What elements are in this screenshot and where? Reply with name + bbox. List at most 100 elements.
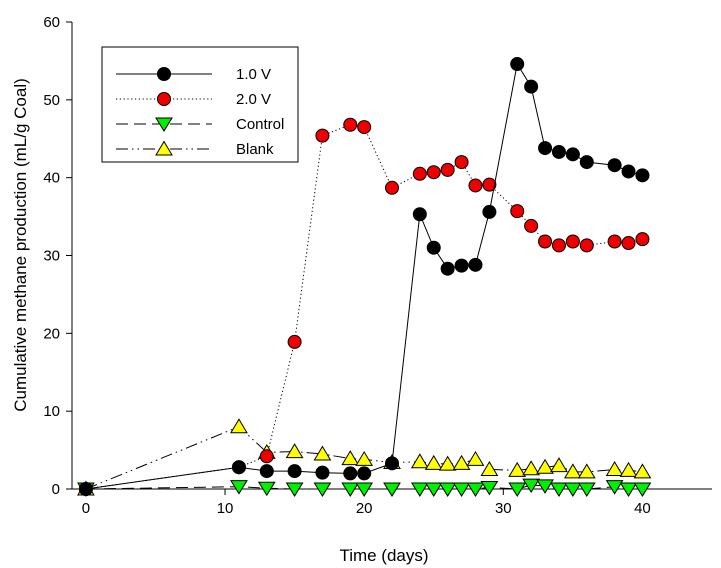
- data-point-control: [633, 482, 652, 497]
- data-point-2-0-v: [524, 218, 539, 233]
- data-point-blank: [341, 450, 360, 466]
- legend-box: [101, 46, 299, 163]
- data-point-control: [383, 482, 401, 497]
- data-point-control: [355, 482, 374, 497]
- data-point-1-0-v: [468, 257, 483, 272]
- data-point-1-0-v: [259, 464, 274, 479]
- data-point-1-0-v: [635, 168, 650, 183]
- data-point-blank: [424, 454, 443, 470]
- series-2-0-v: [78, 117, 650, 496]
- data-point-1-0-v: [538, 141, 553, 156]
- data-point-1-0-v: [579, 155, 594, 170]
- data-point-control: [230, 480, 248, 495]
- data-point-2-0-v: [454, 155, 469, 170]
- y-tick-label: 30: [43, 248, 60, 265]
- data-point-control: [577, 482, 596, 497]
- legend-label-control: Control: [236, 116, 284, 133]
- legend: 1.0 V 2.0 V Control Blank: [101, 46, 299, 163]
- legend-label-blank: Blank: [236, 141, 274, 158]
- data-point-blank: [480, 461, 499, 477]
- data-point-control: [508, 482, 527, 497]
- data-point-1-0-v: [287, 464, 302, 479]
- series-1-0-v: [78, 57, 650, 496]
- data-point-blank: [452, 454, 471, 470]
- data-point-1-0-v: [315, 465, 330, 480]
- data-point-2-0-v: [621, 236, 636, 251]
- data-point-control: [452, 482, 471, 497]
- data-point-2-0-v: [426, 165, 441, 180]
- data-point-2-0-v: [482, 177, 497, 192]
- data-point-2-0-v: [412, 166, 427, 181]
- data-point-2-0-v: [287, 334, 302, 349]
- data-point-blank: [410, 453, 429, 469]
- series-control: [77, 478, 652, 497]
- data-point-control: [536, 479, 554, 494]
- data-point-control: [341, 482, 360, 497]
- data-point-blank: [508, 461, 527, 477]
- data-point-control: [438, 482, 457, 497]
- data-point-blank: [550, 457, 568, 473]
- data-point-1-0-v: [231, 460, 246, 475]
- x-axis-label: Time (days): [339, 546, 428, 565]
- data-point-2-0-v: [551, 238, 566, 253]
- data-point-1-0-v: [621, 164, 636, 179]
- data-point-1-0-v: [412, 207, 427, 222]
- data-point-2-0-v: [510, 204, 525, 219]
- data-point-blank: [285, 443, 304, 459]
- data-point-2-0-v: [259, 449, 274, 464]
- data-point-blank: [230, 418, 248, 434]
- data-point-blank: [605, 461, 624, 477]
- data-point-blank: [355, 450, 374, 466]
- data-point-1-0-v: [510, 57, 525, 72]
- data-point-blank: [536, 458, 554, 474]
- legend-marker-2-0-v: [157, 92, 171, 106]
- data-point-2-0-v: [635, 232, 650, 247]
- x-tick-label: 20: [356, 500, 373, 517]
- data-point-1-0-v: [440, 261, 455, 276]
- data-point-2-0-v: [385, 180, 399, 195]
- data-point-1-0-v: [482, 204, 497, 219]
- legend-label-2-0-v: 2.0 V: [236, 91, 271, 108]
- data-point-2-0-v: [579, 238, 594, 253]
- data-point-control: [257, 481, 276, 497]
- y-tick-label: 0: [52, 481, 60, 498]
- data-point-control: [480, 480, 499, 496]
- data-point-2-0-v: [315, 128, 330, 143]
- data-point-1-0-v: [357, 466, 372, 481]
- data-point-control: [619, 482, 638, 497]
- data-point-blank: [522, 460, 541, 476]
- data-point-1-0-v: [343, 466, 358, 481]
- data-point-2-0-v: [607, 234, 622, 249]
- data-point-2-0-v: [357, 120, 372, 135]
- data-point-blank: [577, 463, 596, 479]
- x-tick-label: 30: [495, 500, 512, 517]
- data-point-control: [466, 482, 485, 497]
- legend-label-1-0-v: 1.0 V: [236, 66, 271, 83]
- y-axis-label: Cumulative methane production (mL/g Coal…: [11, 78, 30, 412]
- data-point-control: [522, 478, 541, 494]
- data-point-1-0-v: [607, 158, 622, 173]
- legend-marker-control: [155, 117, 173, 132]
- data-point-1-0-v: [454, 258, 469, 273]
- y-tick-label: 40: [43, 170, 60, 187]
- data-point-blank: [619, 461, 638, 477]
- data-point-2-0-v: [538, 234, 553, 249]
- axis-ticks: 0 10 20 30 40 0 10 20 30 40 50 60: [43, 14, 650, 517]
- series-line-2-0-v: [85, 124, 643, 490]
- y-tick-label: 50: [43, 92, 60, 109]
- data-point-blank: [466, 450, 485, 466]
- x-tick-label: 0: [82, 500, 90, 517]
- data-point-control: [563, 482, 582, 497]
- data-point-control: [550, 482, 568, 497]
- data-point-2-0-v: [440, 162, 455, 177]
- data-point-2-0-v: [565, 234, 580, 249]
- data-point-1-0-v: [78, 482, 93, 496]
- data-point-1-0-v: [385, 456, 399, 471]
- data-point-control: [605, 480, 624, 495]
- data-point-1-0-v: [565, 147, 580, 162]
- data-point-1-0-v: [426, 240, 441, 255]
- data-point-control: [285, 482, 304, 497]
- data-point-blank: [633, 463, 652, 479]
